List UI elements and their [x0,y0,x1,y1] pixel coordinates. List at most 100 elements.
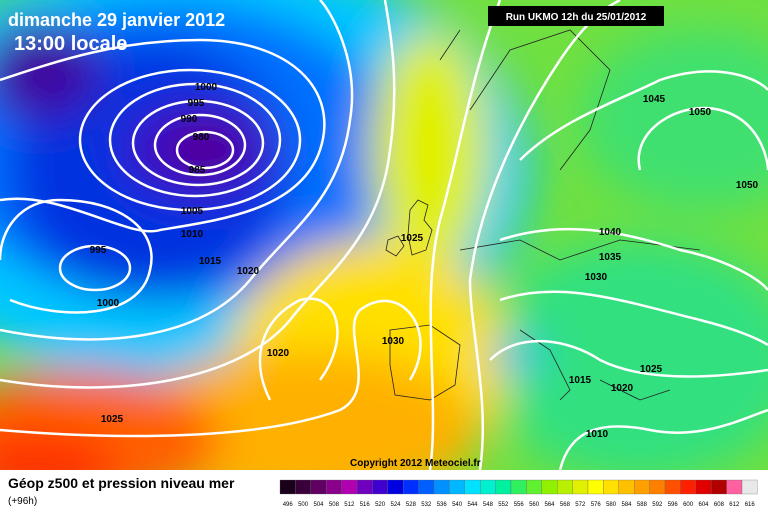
scale-swatch [279,479,296,495]
date: dimanche 29 janvier 2012 [8,10,225,30]
isobar-label: 1040 [599,227,622,238]
scale-swatch [510,479,527,495]
scale-label: 616 [745,502,756,508]
isobar-label: 1000 [97,298,120,309]
isobar-label: 985 [189,165,206,176]
scale-label: 532 [421,502,432,508]
scale-label: 608 [714,502,725,508]
isobar-label: 1010 [586,429,609,440]
scale-swatch [587,479,604,495]
scale-label: 516 [360,502,371,508]
scale-label: 576 [591,502,602,508]
scale-swatch [480,479,496,495]
lead-time: (+96h) [8,496,37,507]
isobar-label: 1030 [382,336,405,347]
scale-swatch [372,479,388,495]
scale-label: 564 [544,502,555,508]
scale-label: 500 [298,502,309,508]
scale-swatch [295,479,311,495]
scale-swatch [326,479,342,495]
isobar-label: 1025 [401,233,424,244]
isobar-label: 995 [188,98,205,109]
scale-label: 536 [437,502,448,508]
scale-swatch [649,479,666,495]
scale-label: 508 [329,502,340,508]
scale-swatch [356,479,373,495]
scale-swatch [695,479,712,495]
isobars [0,0,768,470]
scale-swatch [618,479,635,495]
scale-label: 588 [637,502,648,508]
scale-label: 548 [483,502,494,508]
scale-label: 560 [529,502,540,508]
scale-swatch [726,479,743,495]
time: 13:00 locale [14,33,127,55]
scale-swatch [680,479,696,495]
isobar-label: 1015 [199,256,222,267]
scale-swatch [741,479,758,495]
scale-label: 520 [375,502,386,508]
isobar-label: 1015 [569,375,592,386]
scale-label: 612 [729,502,740,508]
scale-label: 512 [344,502,355,508]
run-box [488,6,664,26]
isobar-label: 1030 [585,272,608,283]
scale-label: 496 [283,502,294,508]
scale-label: 528 [406,502,417,508]
scale-swatch [310,479,327,495]
scale-swatch [341,479,358,495]
scale-swatch [418,479,435,495]
scale-swatch [711,479,727,495]
scale-swatch [403,479,419,495]
scale-label: 584 [621,502,632,508]
scale-swatch [433,479,450,495]
isobar-label: 1020 [611,383,634,394]
copyright: Copyright 2012 Meteociel.fr [350,458,481,469]
isobar-label: 995 [90,245,107,256]
scale-label: 504 [313,502,324,508]
isobar-label: 980 [193,132,210,143]
scale-swatch [449,479,465,495]
scale-label: 592 [652,502,663,508]
run: Run UKMO 12h du 25/01/2012 [506,12,647,23]
scale-swatch [464,479,481,495]
isobar-label: 990 [181,114,198,125]
isobar-label: 1005 [181,206,204,217]
scale-swatch [387,479,404,495]
scale-swatch [557,479,573,495]
scale-swatch [541,479,558,495]
isobar-label: 1000 [195,82,218,93]
scale-swatch [634,479,650,495]
color-scale: 496 500 504 508 512 516 520 524 528 532 536 540 544 5… [279,479,758,508]
isobar-label: 1050 [689,107,712,118]
isobar-label: 1025 [101,414,124,425]
scale-label: 568 [560,502,571,508]
scale-label: 600 [683,502,694,508]
scale-swatch [664,479,681,495]
footer-title: Géop z500 et pression niveau mer [8,475,235,491]
isobar-label: 1020 [267,348,290,359]
scale-label: 580 [606,502,617,508]
scale-label: 524 [390,502,401,508]
scale-swatch [603,479,619,495]
scale-label: 596 [668,502,679,508]
scale-label: 572 [575,502,586,508]
isobar-label: 1035 [599,252,622,263]
isobar-label: 1020 [237,266,260,277]
scale-swatch [572,479,589,495]
isobar-label: 1025 [640,364,663,375]
isobar-label: 1010 [181,229,204,240]
isobar-label: 1050 [736,180,759,191]
scale-label: 540 [452,502,463,508]
isobar-label: 1045 [643,94,666,105]
scale-swatch [526,479,542,495]
scale-label: 552 [498,502,509,508]
scale-label: 556 [514,502,525,508]
scale-swatch [495,479,512,495]
scale-label: 604 [698,502,709,508]
isobar-labels: 1000 995 990 980 985 1005 1010 995 1015 1020 1000 1… [90,82,759,440]
scale-label: 544 [467,502,478,508]
